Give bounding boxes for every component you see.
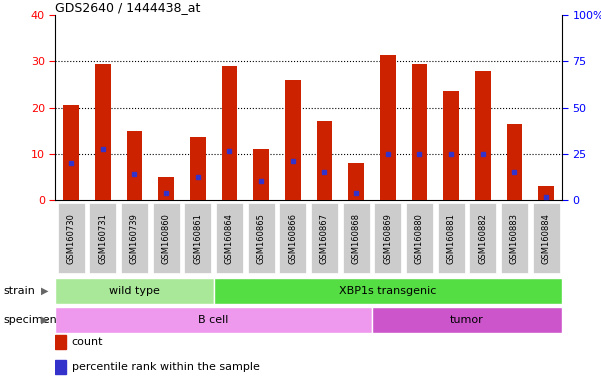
FancyBboxPatch shape	[311, 203, 338, 273]
Text: GSM160861: GSM160861	[194, 213, 203, 263]
Text: wild type: wild type	[109, 286, 160, 296]
FancyBboxPatch shape	[279, 203, 307, 273]
FancyBboxPatch shape	[532, 203, 560, 273]
Text: GSM160865: GSM160865	[257, 213, 266, 263]
Text: GSM160868: GSM160868	[352, 213, 361, 263]
Text: GSM160864: GSM160864	[225, 213, 234, 263]
FancyBboxPatch shape	[153, 203, 180, 273]
Bar	[443, 91, 459, 200]
FancyBboxPatch shape	[343, 203, 370, 273]
Bar	[190, 137, 206, 200]
FancyBboxPatch shape	[216, 203, 243, 273]
Text: GSM160882: GSM160882	[478, 213, 487, 263]
Text: GSM160880: GSM160880	[415, 213, 424, 263]
Text: GSM160883: GSM160883	[510, 213, 519, 263]
Bar	[285, 80, 300, 200]
Text: GSM160730: GSM160730	[67, 213, 76, 263]
Text: percentile rank within the sample: percentile rank within the sample	[72, 362, 260, 372]
Text: ▶: ▶	[41, 286, 48, 296]
Text: GDS2640 / 1444438_at: GDS2640 / 1444438_at	[55, 1, 201, 14]
Text: ▶: ▶	[41, 314, 48, 325]
Text: strain: strain	[3, 286, 35, 296]
Bar	[127, 131, 142, 200]
Text: GSM160867: GSM160867	[320, 213, 329, 263]
FancyBboxPatch shape	[374, 203, 401, 273]
FancyBboxPatch shape	[55, 307, 372, 333]
Text: B cell: B cell	[198, 314, 229, 325]
Text: GSM160869: GSM160869	[383, 213, 392, 263]
Bar	[475, 71, 490, 200]
Text: tumor: tumor	[450, 314, 484, 325]
Bar	[222, 66, 237, 200]
Text: GSM160881: GSM160881	[447, 213, 456, 263]
Text: specimen: specimen	[3, 314, 56, 325]
Bar	[380, 55, 395, 200]
Bar	[95, 64, 111, 200]
Bar	[538, 186, 554, 200]
Bar	[253, 149, 269, 200]
FancyBboxPatch shape	[469, 203, 496, 273]
FancyBboxPatch shape	[438, 203, 465, 273]
Text: GSM160860: GSM160860	[162, 213, 171, 263]
FancyBboxPatch shape	[121, 203, 148, 273]
FancyBboxPatch shape	[213, 278, 562, 304]
FancyBboxPatch shape	[406, 203, 433, 273]
Text: GSM160866: GSM160866	[288, 213, 297, 263]
FancyBboxPatch shape	[372, 307, 562, 333]
Text: count: count	[72, 337, 103, 347]
Text: GSM160739: GSM160739	[130, 213, 139, 263]
Text: XBP1s transgenic: XBP1s transgenic	[339, 286, 436, 296]
Bar	[348, 163, 364, 200]
Bar	[317, 121, 332, 200]
Text: GSM160884: GSM160884	[542, 213, 551, 263]
FancyBboxPatch shape	[55, 278, 213, 304]
Bar	[412, 64, 427, 200]
Bar	[158, 177, 174, 200]
FancyBboxPatch shape	[185, 203, 211, 273]
Bar	[55, 335, 67, 349]
Bar	[55, 360, 67, 374]
Bar	[63, 105, 79, 200]
FancyBboxPatch shape	[90, 203, 116, 273]
Bar	[507, 124, 522, 200]
FancyBboxPatch shape	[248, 203, 275, 273]
FancyBboxPatch shape	[501, 203, 528, 273]
FancyBboxPatch shape	[58, 203, 85, 273]
Text: GSM160731: GSM160731	[99, 213, 108, 263]
